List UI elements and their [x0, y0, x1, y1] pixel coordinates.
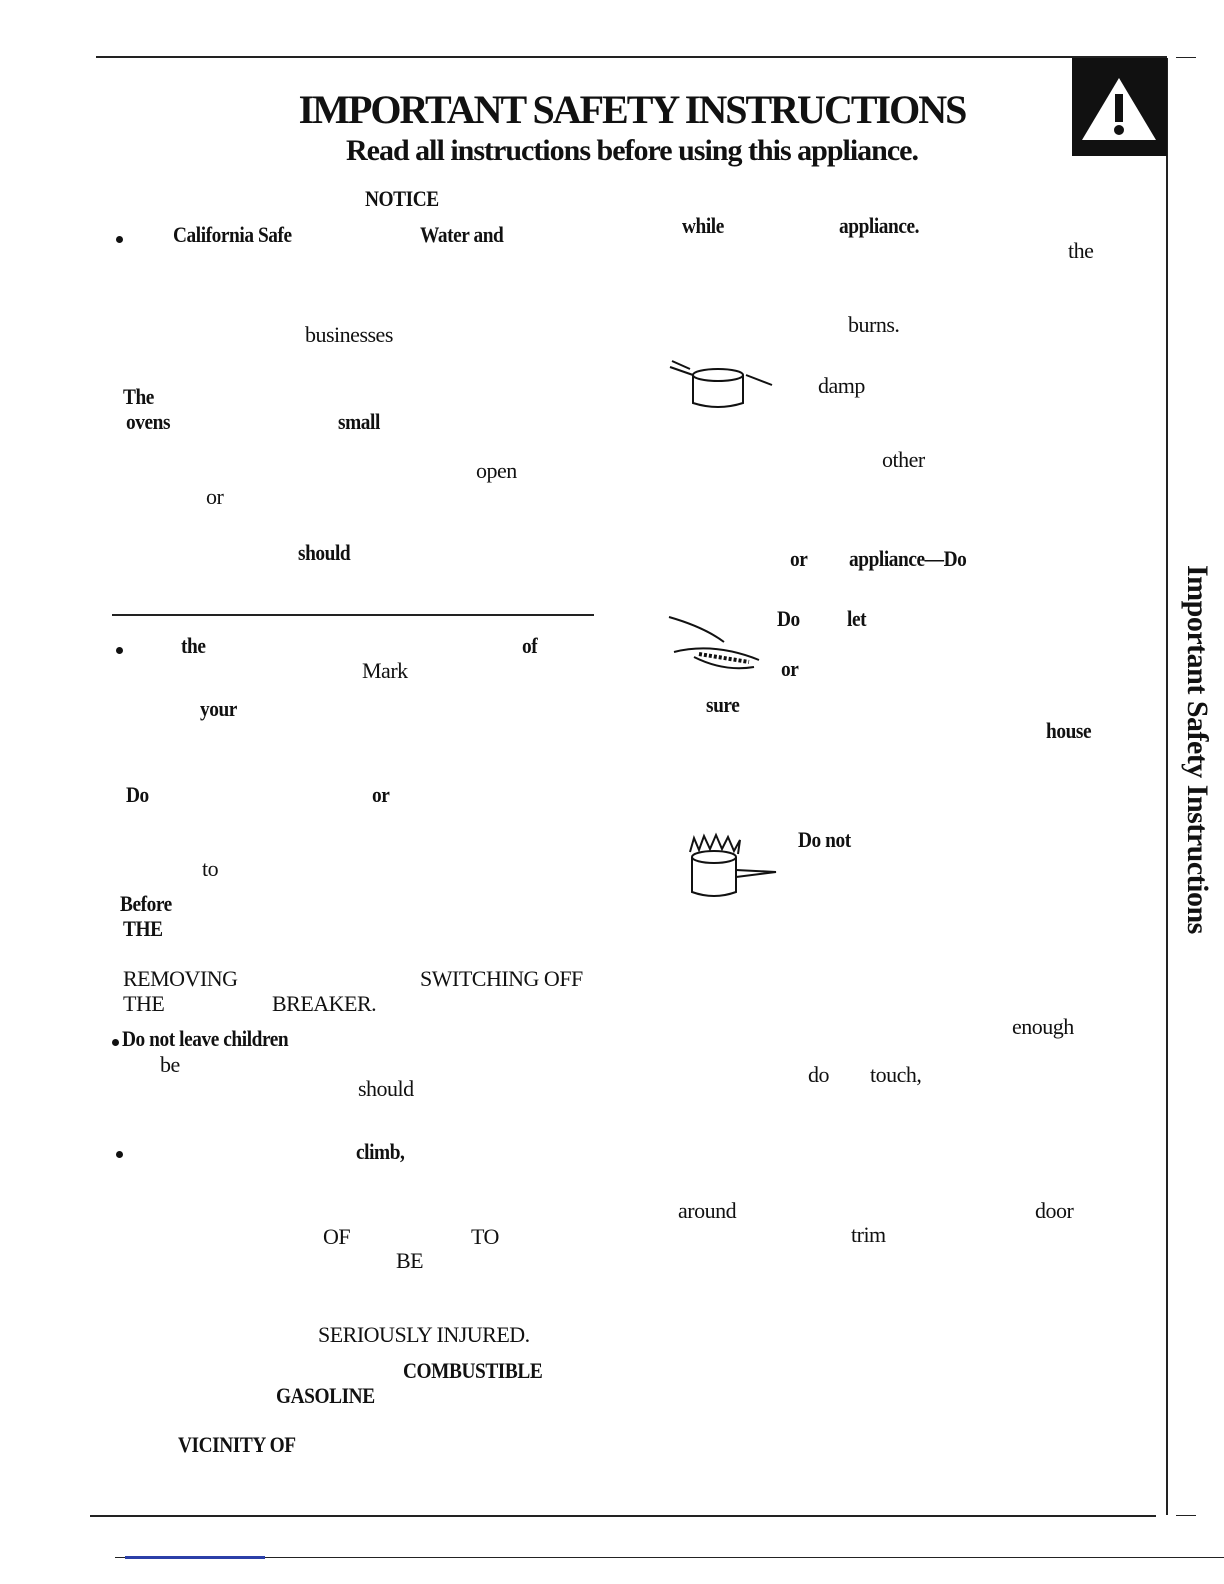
side-rule	[1166, 58, 1168, 1515]
word: or	[372, 782, 390, 807]
word: climb,	[356, 1139, 405, 1164]
word: OF	[323, 1224, 351, 1249]
word: Before	[120, 891, 172, 916]
word: around	[678, 1198, 737, 1223]
word: ovens	[126, 409, 171, 434]
word: NOTICE	[365, 186, 439, 211]
word: burns.	[848, 312, 900, 337]
word: businesses	[305, 322, 393, 347]
word: Do not leave children	[122, 1026, 289, 1051]
word: appliance—Do	[849, 546, 967, 571]
title: IMPORTANT SAFETY INSTRUCTIONS	[298, 87, 968, 132]
subtitle: Read all instructions before using this …	[345, 134, 919, 167]
bullet	[116, 647, 123, 654]
word: let	[847, 606, 867, 631]
bottom-rule	[90, 1515, 1156, 1517]
word: or	[790, 546, 808, 571]
word: THE	[123, 916, 163, 941]
word: COMBUSTIBLE	[403, 1358, 543, 1383]
word: or	[781, 656, 799, 681]
word: do	[808, 1062, 830, 1087]
word: touch,	[870, 1062, 922, 1087]
word: open	[476, 458, 517, 483]
word: the	[181, 633, 206, 658]
pot-icon	[669, 360, 773, 408]
word: Do	[126, 782, 149, 807]
bullet	[116, 236, 123, 243]
word: Mark	[362, 658, 408, 683]
word: BE	[396, 1248, 424, 1273]
word: SERIOUSLY INJURED.	[318, 1322, 530, 1347]
word: small	[338, 409, 380, 434]
footer-rule	[115, 1557, 1224, 1558]
word: the	[1068, 238, 1094, 263]
word: or	[206, 484, 224, 509]
word: should	[358, 1076, 414, 1101]
word: REMOVING	[123, 966, 238, 991]
tick	[1176, 1515, 1196, 1516]
hand-icon	[668, 616, 760, 670]
section-rule	[112, 614, 594, 616]
word: should	[298, 540, 351, 565]
word: trim	[851, 1222, 886, 1247]
word: sure	[706, 692, 740, 717]
word: other	[882, 447, 925, 472]
word: appliance.	[839, 213, 920, 238]
word: SWITCHING OFF	[420, 966, 583, 991]
word: GASOLINE	[276, 1383, 375, 1408]
footer-accent	[125, 1556, 265, 1559]
word: while	[682, 213, 724, 238]
word: VICINITY OF	[178, 1432, 296, 1457]
word: damp	[818, 373, 865, 398]
burner-icon	[689, 832, 777, 897]
word: BREAKER.	[272, 991, 377, 1016]
tick	[1176, 57, 1196, 58]
word: of	[522, 633, 538, 658]
word: door	[1035, 1198, 1074, 1223]
word: your	[200, 696, 237, 721]
word: be	[160, 1052, 180, 1077]
word: house	[1046, 718, 1092, 743]
word: California Safe	[173, 222, 292, 247]
word: to	[202, 856, 219, 881]
warning-icon	[1072, 58, 1167, 156]
bullet	[112, 1039, 119, 1046]
word: TO	[471, 1224, 499, 1249]
side-tab: Important Safety Instructions	[1181, 565, 1214, 934]
bullet	[116, 1151, 123, 1158]
top-rule	[96, 56, 1167, 58]
word: THE	[123, 991, 165, 1016]
word: Water and	[420, 222, 504, 247]
word: enough	[1012, 1014, 1074, 1039]
word: Do	[777, 606, 800, 631]
word: Do not	[798, 827, 851, 852]
word: The	[123, 384, 154, 409]
